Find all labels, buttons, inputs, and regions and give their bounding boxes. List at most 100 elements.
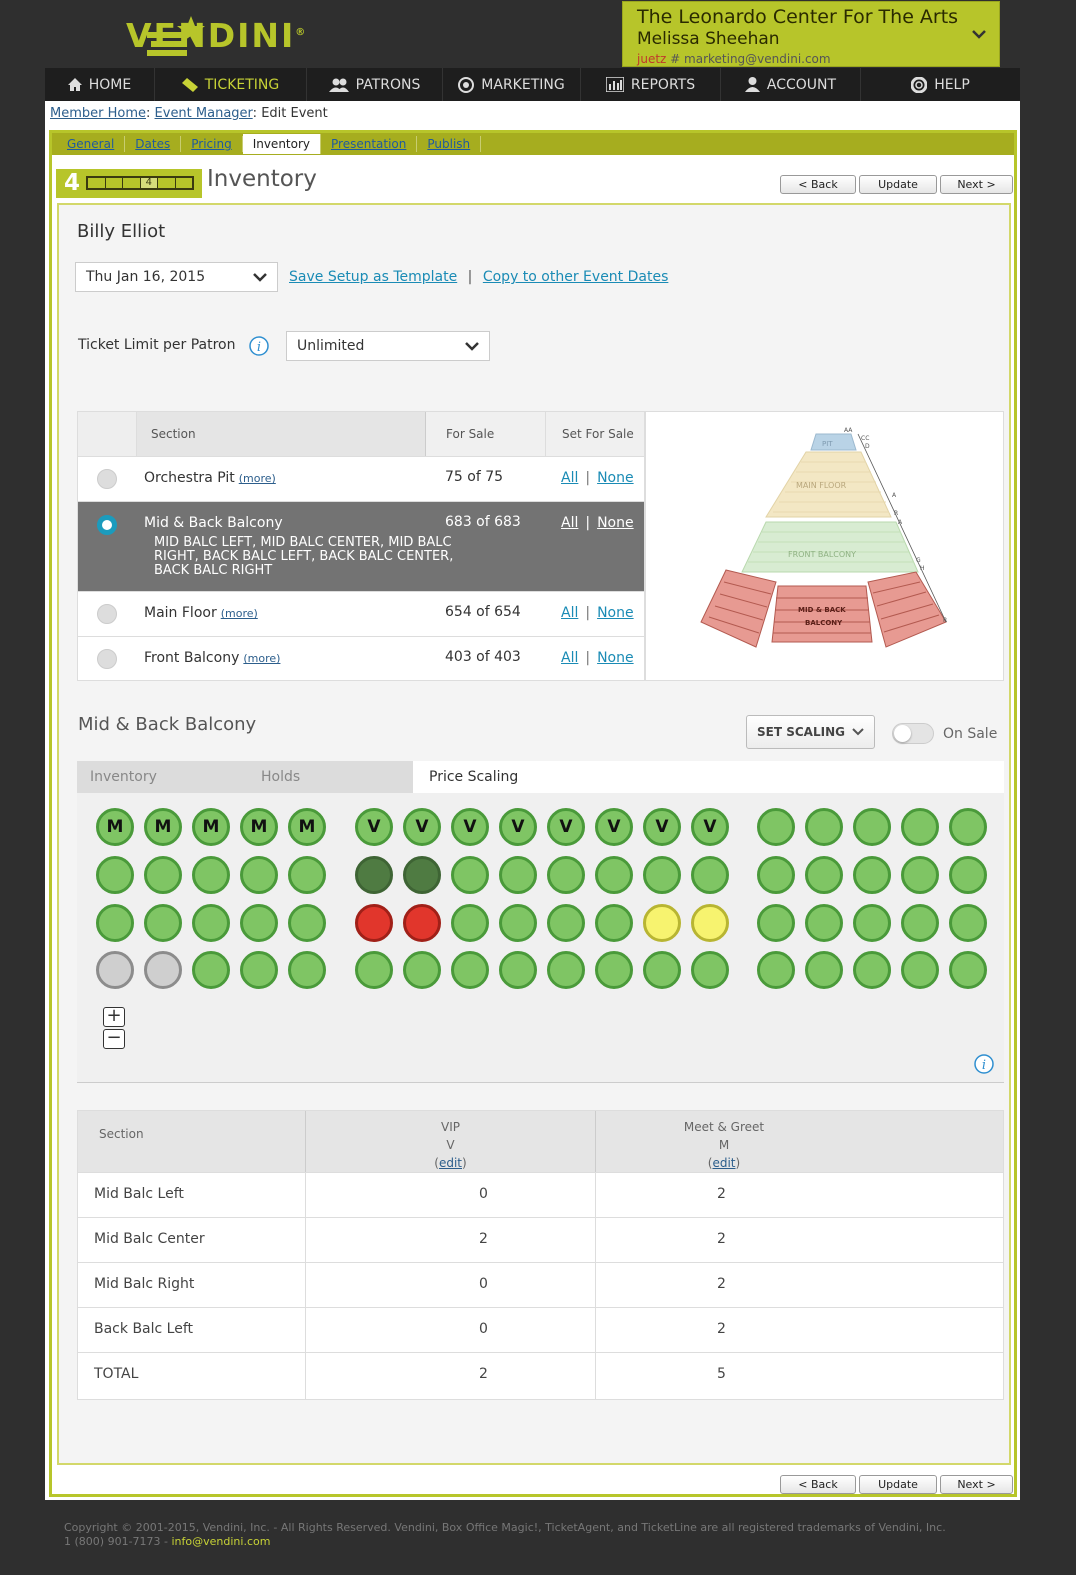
back-button[interactable]: < Back: [780, 175, 856, 194]
seat[interactable]: [192, 904, 230, 942]
copy-dates-link[interactable]: Copy to other Event Dates: [482, 269, 669, 285]
seat[interactable]: [451, 856, 489, 894]
seat[interactable]: [355, 951, 393, 989]
seat[interactable]: [288, 856, 326, 894]
edit-meet-greet-link[interactable]: edit: [712, 1156, 736, 1170]
subtab-pricing[interactable]: Pricing: [181, 136, 243, 152]
seat[interactable]: [355, 856, 393, 894]
all-link[interactable]: All: [561, 650, 579, 666]
seat[interactable]: [403, 856, 441, 894]
venue-map-graphic[interactable]: PIT MAIN FLOOR FRONT BALCONY: [646, 412, 1005, 682]
section-radio[interactable]: [97, 649, 117, 669]
seat[interactable]: [144, 904, 182, 942]
section-radio[interactable]: [97, 604, 117, 624]
update-button[interactable]: Update: [859, 1475, 937, 1494]
seat[interactable]: [805, 951, 843, 989]
subtab-publish[interactable]: Publish: [417, 136, 482, 152]
seat[interactable]: [451, 951, 489, 989]
zoom-in-button[interactable]: +: [103, 1007, 125, 1027]
seat[interactable]: [757, 856, 795, 894]
seat[interactable]: [144, 856, 182, 894]
section-row-orchestra-pit[interactable]: Orchestra Pit (more) 75 of 75 All | None: [78, 456, 644, 501]
seat[interactable]: [757, 808, 795, 846]
subtab-presentation[interactable]: Presentation: [321, 136, 418, 152]
seat[interactable]: [853, 904, 891, 942]
seat[interactable]: [595, 904, 633, 942]
seat-price-v[interactable]: V: [643, 808, 681, 846]
seat-price-v[interactable]: V: [499, 808, 537, 846]
nav-marketing[interactable]: MARKETING: [443, 68, 581, 101]
seat[interactable]: [853, 808, 891, 846]
seat[interactable]: [949, 904, 987, 942]
none-link[interactable]: None: [597, 515, 634, 531]
all-link[interactable]: All: [561, 470, 579, 486]
seat[interactable]: [853, 951, 891, 989]
event-date-select[interactable]: Thu Jan 16, 2015: [75, 262, 278, 292]
seat[interactable]: [595, 856, 633, 894]
seat[interactable]: [643, 904, 681, 942]
seat[interactable]: [288, 951, 326, 989]
seat[interactable]: [403, 951, 441, 989]
seat[interactable]: [240, 856, 278, 894]
none-link[interactable]: None: [597, 470, 634, 486]
seat-price-m[interactable]: M: [144, 808, 182, 846]
seat[interactable]: [949, 951, 987, 989]
seat[interactable]: [547, 904, 585, 942]
more-link[interactable]: (more): [238, 472, 276, 485]
breadcrumb-event-manager[interactable]: Event Manager: [154, 106, 253, 121]
all-link[interactable]: All: [561, 605, 579, 621]
subtab-inventory[interactable]: Inventory: [242, 134, 322, 154]
seat[interactable]: [853, 856, 891, 894]
back-button[interactable]: < Back: [780, 1475, 856, 1494]
next-button[interactable]: Next >: [940, 1475, 1013, 1494]
chevron-down-icon[interactable]: [971, 26, 987, 42]
none-link[interactable]: None: [597, 650, 634, 666]
update-button[interactable]: Update: [859, 175, 937, 194]
seat-price-v[interactable]: V: [691, 808, 729, 846]
next-button[interactable]: Next >: [940, 175, 1013, 194]
subtab-general[interactable]: General: [57, 136, 126, 152]
seat[interactable]: [643, 951, 681, 989]
seat[interactable]: [949, 856, 987, 894]
info-icon[interactable]: i: [249, 336, 269, 356]
seat[interactable]: [805, 808, 843, 846]
zoom-out-button[interactable]: −: [103, 1029, 125, 1049]
seat[interactable]: [901, 856, 939, 894]
seat[interactable]: [451, 904, 489, 942]
set-scaling-dropdown[interactable]: SET SCALING: [746, 715, 875, 749]
seat[interactable]: [499, 951, 537, 989]
seat[interactable]: [757, 904, 795, 942]
nav-patrons[interactable]: PATRONS: [307, 68, 443, 101]
account-switcher[interactable]: The Leonardo Center For The Arts Melissa…: [622, 1, 1000, 67]
seat-price-v[interactable]: V: [403, 808, 441, 846]
nav-help[interactable]: HELP: [861, 68, 1020, 101]
more-link[interactable]: (more): [243, 652, 281, 665]
seat[interactable]: [144, 951, 182, 989]
more-link[interactable]: (more): [220, 607, 258, 620]
section-row-mid-back-balcony[interactable]: Mid & Back Balcony MID BALC LEFT, MID BA…: [78, 501, 644, 591]
seat[interactable]: [691, 904, 729, 942]
seat[interactable]: [949, 808, 987, 846]
subtab-dates[interactable]: Dates: [125, 136, 182, 152]
seat[interactable]: [595, 951, 633, 989]
section-radio-selected[interactable]: [97, 515, 117, 535]
seat[interactable]: [643, 856, 681, 894]
nav-account[interactable]: ACCOUNT: [721, 68, 861, 101]
seat[interactable]: [240, 951, 278, 989]
seat[interactable]: [691, 856, 729, 894]
seat[interactable]: [901, 951, 939, 989]
info-icon[interactable]: i: [974, 1054, 994, 1074]
seat-price-m[interactable]: M: [192, 808, 230, 846]
seat-price-m[interactable]: M: [240, 808, 278, 846]
nav-reports[interactable]: REPORTS: [581, 68, 721, 101]
seat-price-m[interactable]: M: [96, 808, 134, 846]
seat[interactable]: [96, 951, 134, 989]
breadcrumb-member-home[interactable]: Member Home: [50, 106, 146, 121]
section-row-front-balcony[interactable]: Front Balcony (more) 403 of 403 All | None: [78, 636, 644, 681]
seat-price-m[interactable]: M: [288, 808, 326, 846]
tab-price-scaling[interactable]: Price Scaling: [413, 761, 1004, 793]
footer-email-link[interactable]: info@vendini.com: [171, 1535, 271, 1548]
seat[interactable]: [499, 904, 537, 942]
seat[interactable]: [547, 856, 585, 894]
seat[interactable]: [499, 856, 537, 894]
